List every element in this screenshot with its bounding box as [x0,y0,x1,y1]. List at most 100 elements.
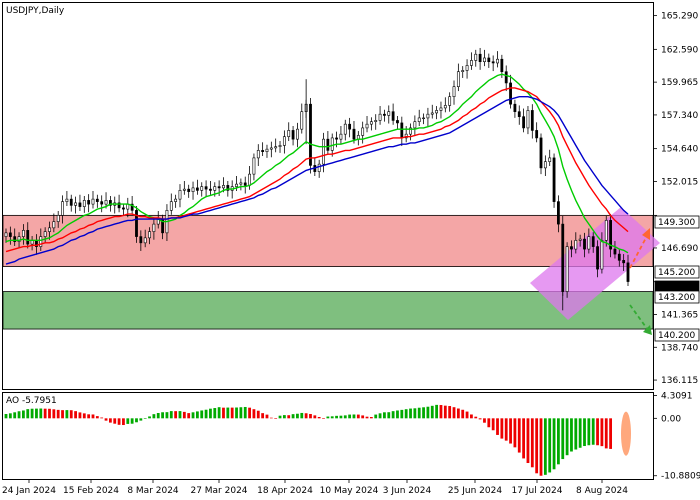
candle-body [104,200,108,205]
price-tick-label: 138.740 [661,343,698,353]
candle-body [422,117,425,120]
price-tick-label: 154.640 [661,145,698,155]
level-label: 144.013 [658,283,695,293]
level-label: 145.200 [658,268,695,278]
oscillator-bar [200,410,204,419]
oscillator-bar [483,418,486,423]
candle-body [326,138,330,151]
candle-body [578,238,582,241]
candle-body [478,53,482,63]
oscillator-bar [209,408,212,419]
candle-body [426,113,430,119]
candle-body [604,220,608,241]
oscillator-bar [535,418,539,474]
oscillator-bar [530,418,534,468]
candle-body [522,116,526,129]
oscillator-bar [122,418,125,426]
oscillator-bar [570,418,573,452]
oscillator-bar [165,412,169,419]
oscillator-bar [156,412,160,419]
zone-resistance [2,214,654,267]
candle-body [204,186,208,190]
oscillator-bar [226,407,230,419]
oscillator-bar [304,413,308,419]
oscillator-bar [478,418,482,420]
oscillator-bar [465,411,469,419]
arrow-down-line [629,304,649,331]
oscillator-bar [409,408,412,419]
oscillator-bar [174,411,178,419]
oscillator-bar [609,418,613,449]
candle-body [461,70,465,73]
oscillator-bar [26,409,30,419]
candle-body [152,223,156,232]
candle-body [557,201,560,225]
oscillator-bar [348,414,352,419]
oscillator-bar [456,408,460,419]
oscillator-bar [139,418,143,421]
oscillator-bar [265,414,269,419]
oscillator-bar [87,414,91,419]
oscillator-bar [222,407,225,419]
oscillator-bar [396,410,399,419]
level-label: 140.200 [658,331,695,341]
candle-body [235,183,238,187]
level-label: 143.200 [658,293,695,303]
oscillator-bar [69,410,73,419]
oscillator-bar [452,407,456,419]
arrows [629,228,652,335]
oscillator-bar [169,411,173,419]
oscillator-tick-label: 0.00 [661,414,681,424]
price-tick-label: 157.340 [661,111,698,121]
candle-body [387,111,391,116]
candle-body [222,185,225,189]
oscillator-bar [500,418,504,439]
candle-body [535,130,539,139]
candle-body [348,123,352,130]
candle-body [435,110,439,114]
level-label-box [654,265,700,279]
oscillator-bar [282,415,286,419]
oscillator-bar [269,417,273,419]
oscillator-bar [126,418,130,424]
arrow-down-head [643,325,652,335]
oscillator-bar [178,411,182,419]
candle-body [335,137,338,140]
oscillator-bar [74,411,77,419]
candle-body [352,128,356,140]
candle-body [39,236,43,247]
candle-body [178,190,182,200]
oscillator-bar [591,418,595,445]
oscillator-bar [4,413,8,419]
oscillator-bar [43,408,47,419]
candle-body [213,186,217,191]
oscillator-bar [100,417,104,419]
candle-body [122,207,125,210]
candle-body [609,220,613,250]
oscillator-bar [309,413,312,419]
oscillator-bar [365,416,369,419]
price-tick-label: 136.115 [661,376,698,386]
candle-body [139,236,143,244]
candle-body [182,188,186,191]
oscillator-bar [596,418,599,446]
oscillator-bar [65,410,69,419]
candle-body [374,120,378,122]
candle-body [517,111,521,117]
oscillator-bar [548,418,552,473]
candle-body [491,61,495,64]
oscillator-bar [526,418,530,464]
oscillator-tick-label: -10.8809 [661,472,700,482]
candle-body [300,111,304,130]
oscillator-bar [8,413,12,419]
oscillator-bar [387,412,391,419]
candle-body [570,246,573,250]
candle-body [26,230,30,245]
oscillator-bar [604,418,608,449]
candle-body [456,71,460,87]
candle-body [626,262,630,282]
oscillator-panel [2,392,654,480]
candle-body [583,238,586,250]
candle-body [265,148,269,152]
oscillator-bar [583,418,586,447]
